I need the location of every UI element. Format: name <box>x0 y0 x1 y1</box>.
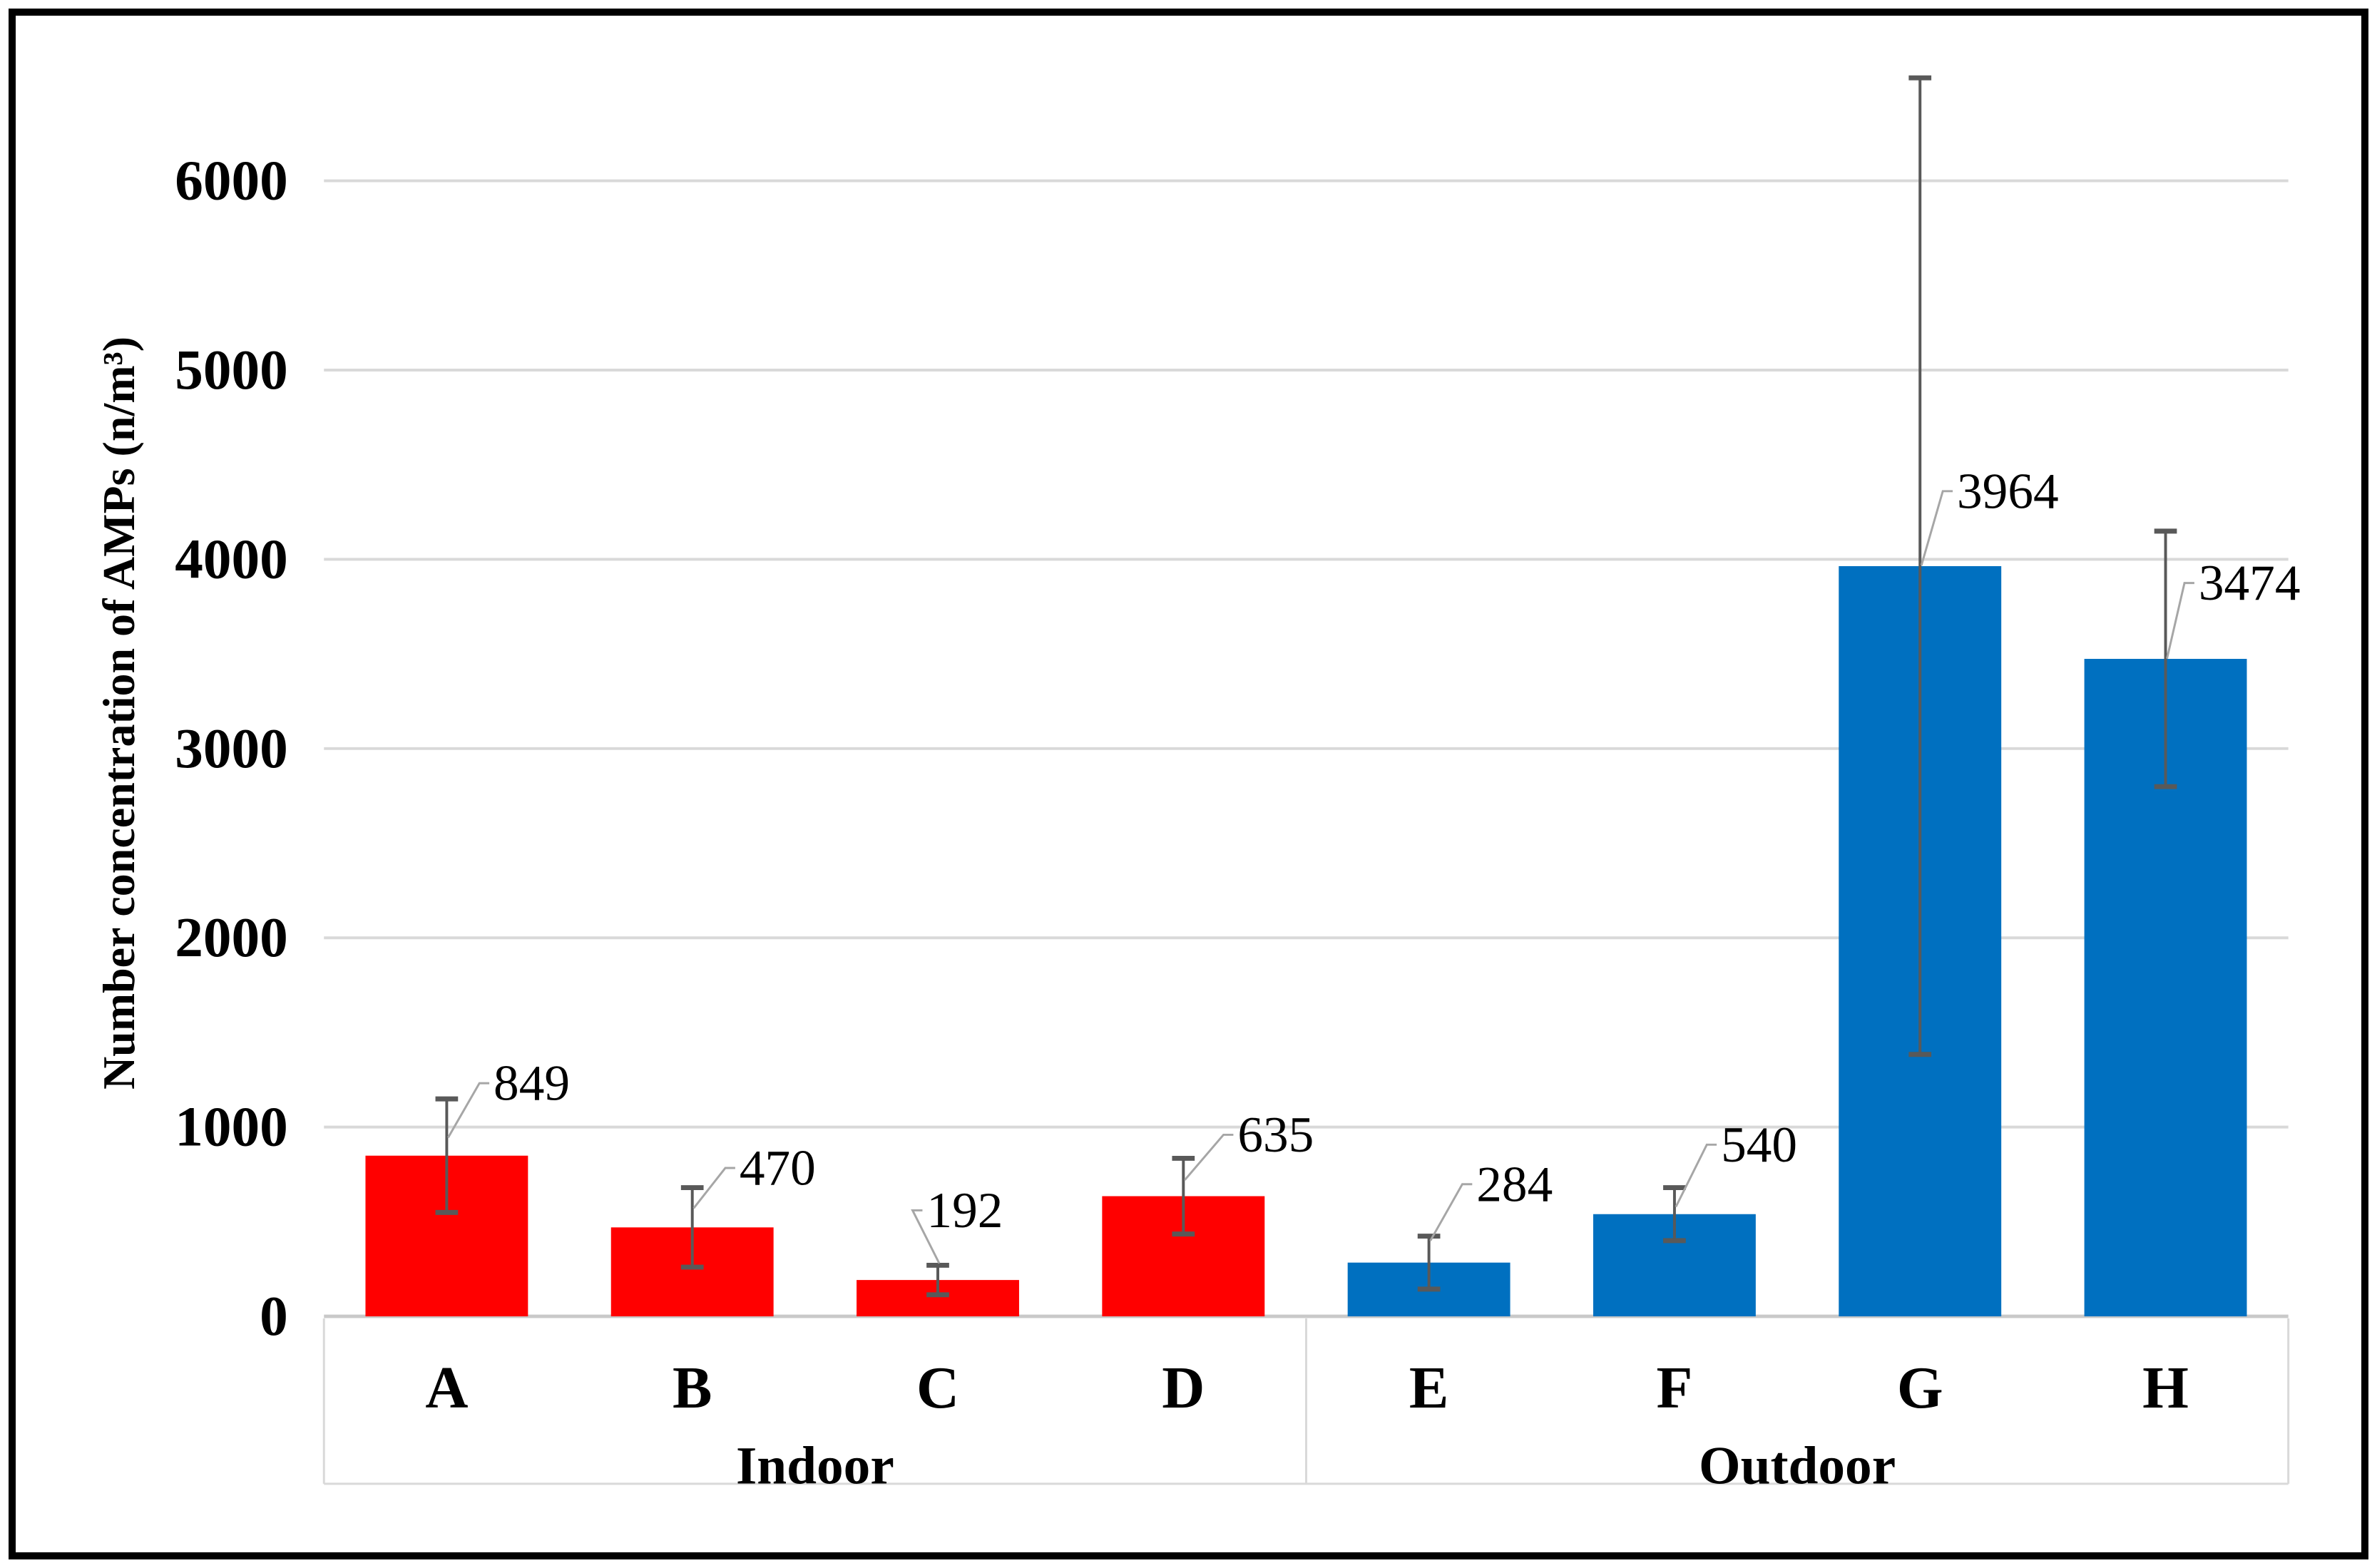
data-label-E: 284 <box>1476 1156 1553 1212</box>
leader-line-E <box>1429 1183 1473 1241</box>
y-tick-label-5000: 5000 <box>175 339 288 401</box>
leader-line-H <box>2166 582 2194 659</box>
y-tick-label-4000: 4000 <box>175 528 288 590</box>
data-label-G: 3964 <box>1957 463 2059 519</box>
category-label-A: A <box>425 1356 468 1421</box>
figure-border: Number concentration of AMPs (n/m³) 0 100… <box>9 9 2368 1559</box>
leader-line-C <box>911 1209 941 1264</box>
category-label-G: G <box>1897 1356 1943 1421</box>
leader-line-A <box>447 1082 490 1139</box>
leader-line-B <box>692 1167 735 1209</box>
category-label-H: H <box>2142 1356 2189 1421</box>
data-label-D: 635 <box>1237 1107 1314 1163</box>
y-tick-label-3000: 3000 <box>175 717 288 780</box>
y-tick-label-2000: 2000 <box>175 906 288 969</box>
data-label-C: 192 <box>926 1182 1003 1239</box>
data-label-F: 540 <box>1721 1117 1797 1173</box>
category-label-C: C <box>916 1356 959 1421</box>
y-tick-label-6000: 6000 <box>175 150 288 212</box>
plot-area: 0 1000 2000 3000 4000 5000 6000 849 470 192 635 284… <box>175 75 2301 1496</box>
leader-line-D <box>1184 1133 1234 1181</box>
category-label-D: D <box>1162 1356 1205 1421</box>
category-label-F: F <box>1657 1356 1693 1421</box>
y-tick-label-1000: 1000 <box>175 1096 288 1159</box>
group-label-Outdoor: Outdoor <box>1699 1437 1896 1496</box>
category-label-B: B <box>673 1356 712 1421</box>
category-label-E: E <box>1409 1356 1449 1421</box>
data-label-B: 470 <box>740 1140 816 1197</box>
leader-line-F <box>1675 1143 1717 1208</box>
data-label-H: 3474 <box>2199 555 2301 611</box>
leader-line-G <box>1920 490 1953 566</box>
y-tick-label-0: 0 <box>260 1285 288 1348</box>
group-label-Indoor: Indoor <box>736 1437 894 1496</box>
data-label-A: 849 <box>494 1055 570 1112</box>
